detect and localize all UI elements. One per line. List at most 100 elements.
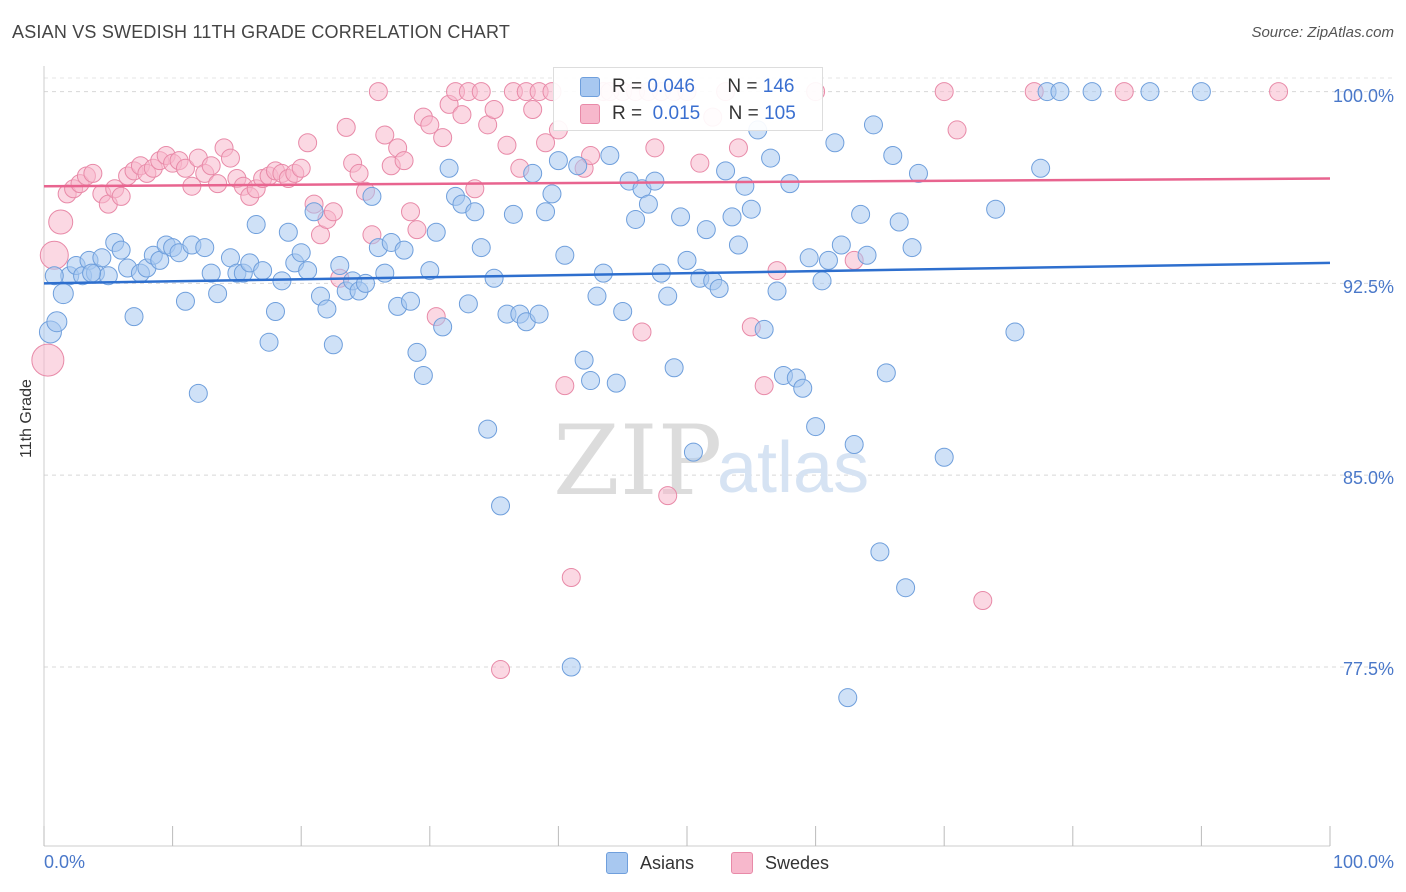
data-point [208,284,228,304]
data-point [851,204,871,224]
data-point [298,261,318,281]
data-point [44,266,64,286]
data-point [201,156,221,176]
data-point [529,304,549,324]
data-point [503,204,523,224]
data-point [368,82,388,102]
data-point [947,120,967,140]
data-point [484,99,504,119]
legend-item-swedes[interactable]: Swedes [731,852,829,874]
data-point [491,660,511,680]
stats-row-swedes: R = 0.015 N = 105 [554,101,796,127]
data-point [433,128,453,148]
data-point [934,82,954,102]
data-point [728,235,748,255]
data-point [39,240,69,270]
data-point [298,133,318,153]
x-tick-label: 100.0% [1332,852,1394,872]
data-point [754,376,774,396]
data-point [600,146,620,166]
data-point [111,240,131,260]
data-point [973,590,993,610]
data-point [523,99,543,119]
data-point [394,240,414,260]
data-point [253,261,273,281]
data-point [716,161,736,181]
x-tick-label: 0.0% [44,852,86,872]
data-point [735,176,755,196]
data-point [83,163,103,183]
data-point [323,202,343,222]
data-point [208,174,228,194]
data-point [664,358,684,378]
data-point [407,342,427,362]
chart-title: ASIAN VS SWEDISH 11TH GRADE CORRELATION … [12,22,511,42]
data-point [1031,158,1051,178]
watermark-atlas: atlas [717,428,869,508]
data-point [465,202,485,222]
data-point [413,365,433,385]
data-point [362,186,382,206]
data-point [613,302,633,322]
data-point [317,299,337,319]
data-point [92,248,112,268]
data-point [581,146,601,166]
data-point [986,199,1006,219]
stats-row-asians: R = 0.046 N = 146 [554,74,794,100]
data-point [844,434,864,454]
data-point [806,417,826,437]
data-point [818,250,838,270]
data-point [401,202,421,222]
data-point [870,542,890,562]
data-point [407,220,427,240]
data-point [677,250,697,270]
data-point [767,281,787,301]
data-point [1269,82,1289,102]
data-point [375,125,395,145]
data-point [863,115,883,135]
data-point [683,442,703,462]
data-point [401,291,421,311]
data-point [728,138,748,158]
legend-item-asians[interactable]: Asians [606,852,694,874]
data-point [201,263,221,283]
data-point [349,163,369,183]
data-point [478,419,498,439]
data-point [536,202,556,222]
data-point [523,163,543,183]
data-point [175,291,195,311]
swedes-series [31,82,1289,680]
n-value: 146 [762,76,795,97]
swedes-trend-line [43,177,1331,188]
data-point [645,138,665,158]
stats-box: R = 0.046 N = 146 R = 0.015 N = 105 [553,67,823,131]
data-point [741,199,761,219]
r-label: R = [612,76,643,97]
r-value: 0.015 [652,103,701,124]
data-point [175,158,195,178]
data-point [799,248,819,268]
data-point [671,207,691,227]
data-point [195,238,215,258]
data-point [857,245,877,265]
data-point [458,294,478,314]
data-point [542,184,562,204]
legend-label-asians: Asians [640,852,695,873]
data-point [31,343,65,377]
data-point [606,373,626,393]
data-point [111,186,131,206]
asians-trend-line [43,261,1331,285]
y-tick-label: 77.5% [1342,659,1394,679]
data-point [561,657,581,677]
y-tick-label: 92.5% [1342,277,1394,297]
data-point [1140,82,1160,102]
data-point [124,307,144,327]
data-point [626,209,646,229]
data-point [452,105,472,125]
legend-swatch-asians [606,852,628,874]
data-point [46,311,68,333]
data-point [902,238,922,258]
data-point [645,171,665,191]
data-point [278,222,298,242]
